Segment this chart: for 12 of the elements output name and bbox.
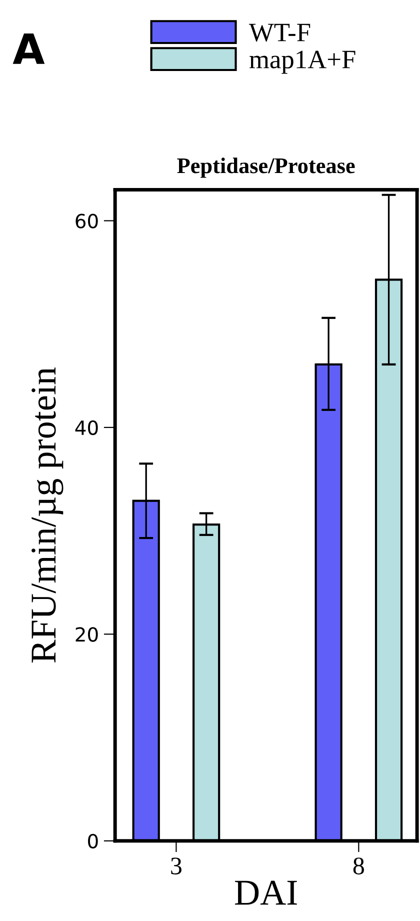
text: A bbox=[12, 34, 45, 64]
x-tick-label: 8 bbox=[353, 858, 364, 874]
chart-title: Peptidase/Protease bbox=[177, 158, 355, 178]
y-axis-title: RFU/min/µg protein bbox=[32, 368, 64, 663]
y-tick-label: 20 bbox=[76, 627, 98, 642]
y-tick-label: 60 bbox=[76, 214, 98, 228]
legend-label: map1A+F bbox=[250, 50, 356, 74]
y-tick-label: 0 bbox=[88, 834, 98, 849]
y-tick-label: 40 bbox=[75, 420, 98, 436]
legend-label: WT-F bbox=[248, 24, 310, 42]
x-tick-label: 3 bbox=[171, 858, 182, 874]
x-axis-title: DAI bbox=[235, 880, 297, 905]
